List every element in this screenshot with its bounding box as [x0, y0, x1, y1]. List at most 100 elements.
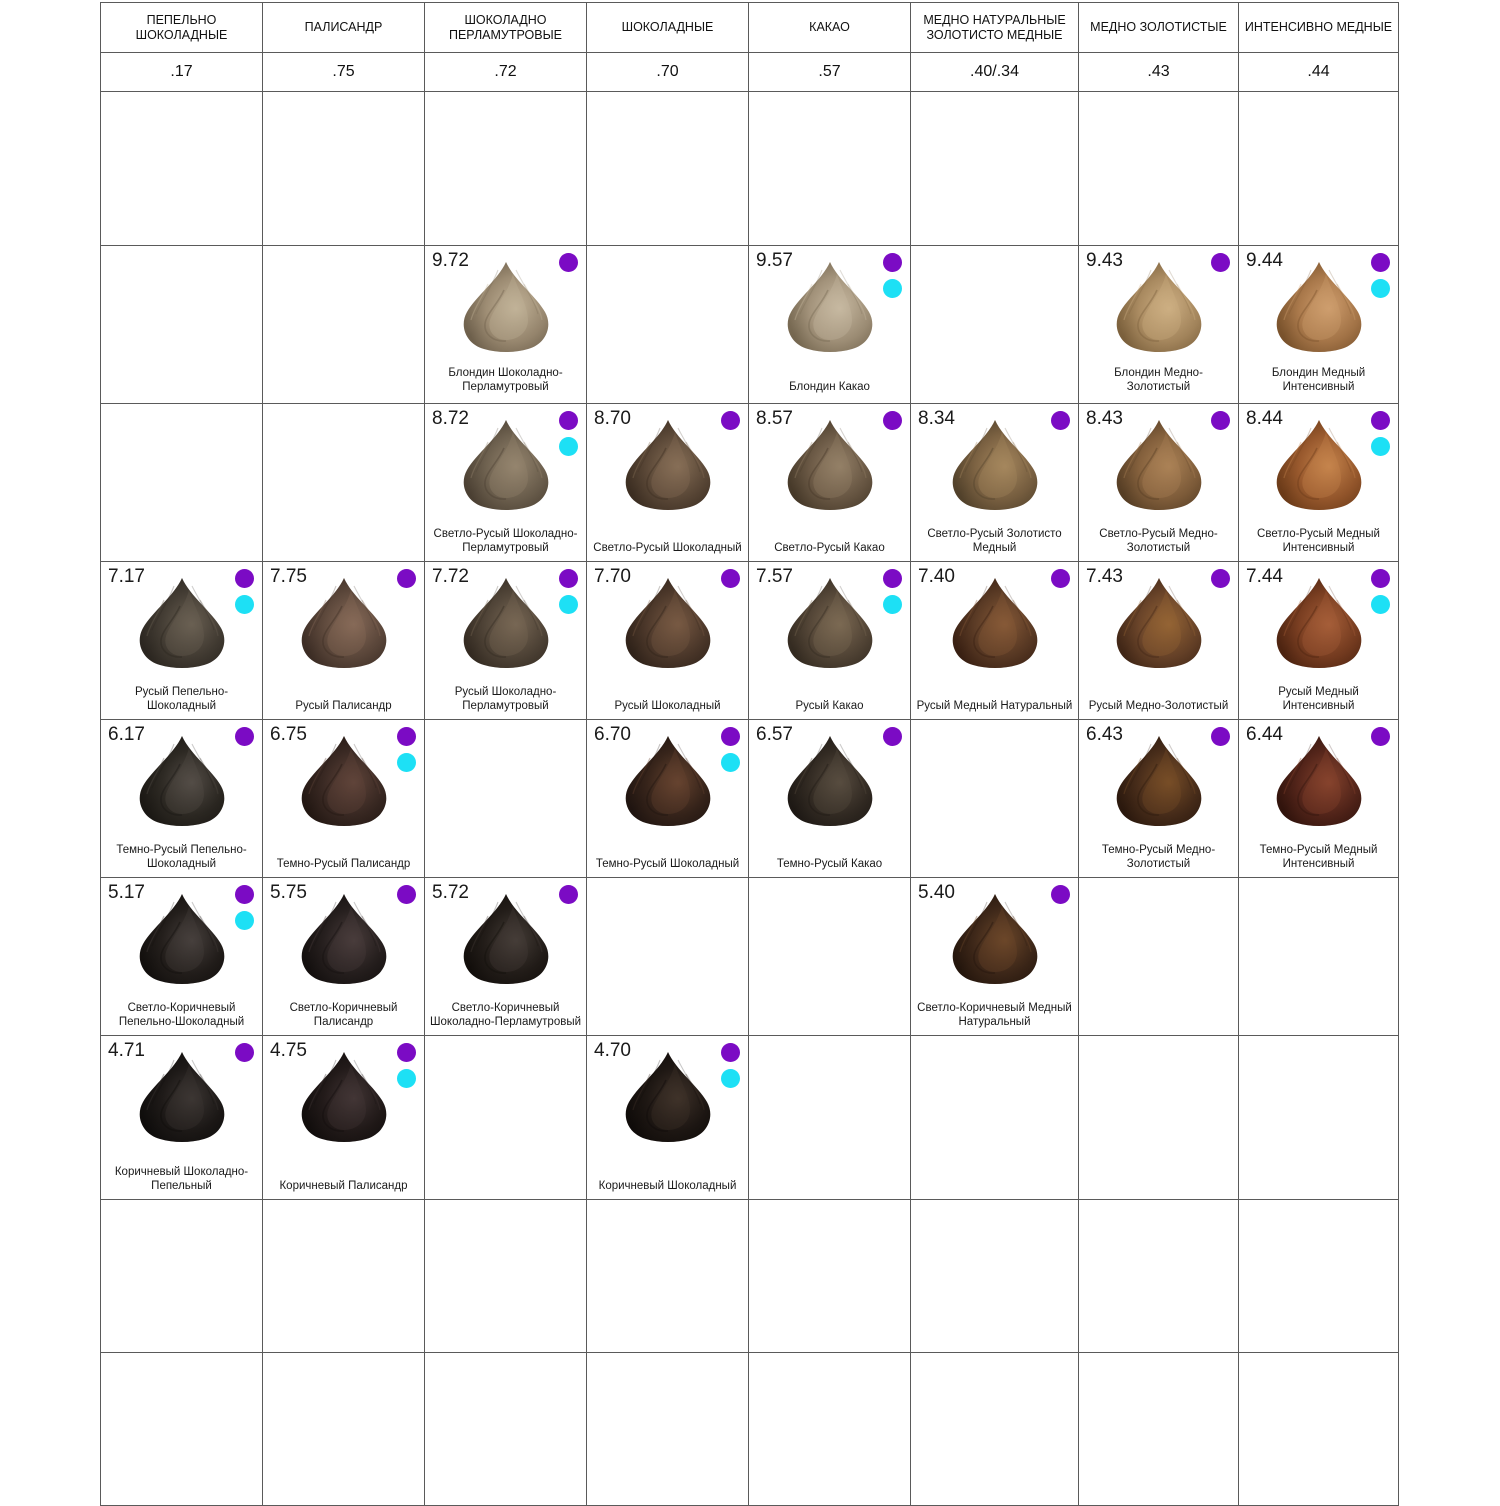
- shade-cell-4.75[interactable]: 4.75 Коричневый: [262, 1035, 425, 1200]
- shade-cell-6.75[interactable]: 6.75 Темно-Русый: [262, 719, 425, 878]
- purple-dot-indicator: [721, 1043, 740, 1062]
- shade-cell-7.75[interactable]: 7.75 Русый Палис: [262, 561, 425, 720]
- hair-swatch-wrap: [263, 892, 424, 984]
- cyan-dot-indicator: [721, 753, 740, 772]
- dot-indicators: [1211, 569, 1230, 588]
- hair-swatch-icon: [134, 576, 230, 668]
- shade-name: Блондин Медно-Золотистый: [1114, 367, 1203, 393]
- shade-cell-9.43[interactable]: 9.43 Блондин Мед: [1078, 245, 1239, 404]
- hair-swatch-wrap: [749, 418, 910, 510]
- shade-cell-8.70[interactable]: 8.70 Светло-Русы: [586, 403, 749, 562]
- hair-swatch-icon: [1271, 576, 1367, 668]
- hair-swatch-wrap: [1239, 576, 1398, 668]
- shade-cell-5.40[interactable]: 5.40 Светло-Кори: [910, 877, 1079, 1036]
- shade-cell-8.34[interactable]: 8.34 Светло-Русы: [910, 403, 1079, 562]
- shade-name: Темно-Русый Пепельно-Шоколадный: [116, 844, 247, 870]
- empty-cell: [262, 91, 425, 246]
- shade-cell-6.70[interactable]: 6.70 Темно-Русый: [586, 719, 749, 878]
- shade-cell-inner: 7.75 Русый Палис: [263, 562, 424, 719]
- empty-cell: [424, 91, 587, 246]
- shade-cell-6.57[interactable]: 6.57 Темно-Русый: [748, 719, 911, 878]
- purple-dot-indicator: [1051, 885, 1070, 904]
- purple-dot-indicator: [235, 885, 254, 904]
- shade-cell-inner: 7.43 Русый Медно: [1079, 562, 1238, 719]
- purple-dot-indicator: [1371, 727, 1390, 746]
- shade-cell-9.44[interactable]: 9.44 Блондин Мед: [1238, 245, 1399, 404]
- purple-dot-indicator: [1211, 569, 1230, 588]
- shade-cell-8.44[interactable]: 8.44 Светло-Русы: [1238, 403, 1399, 562]
- shade-name: Светло-Русый Медно-Золотистый: [1099, 528, 1218, 554]
- purple-dot-indicator: [1211, 411, 1230, 430]
- hair-swatch-wrap: [101, 576, 262, 668]
- shade-code: 5.72: [432, 882, 469, 903]
- shade-cell-5.75[interactable]: 5.75 Светло-Кори: [262, 877, 425, 1036]
- family-header-2: ШОКОЛАДНО ПЕРЛАМУТРОВЫЕ: [424, 2, 587, 53]
- level-row-5: 5.17 Светло-Кори: [100, 877, 1399, 1036]
- empty-cell: [748, 877, 911, 1036]
- shade-cell-7.72[interactable]: 7.72 Русый Шокол: [424, 561, 587, 720]
- dot-indicators: [397, 569, 416, 588]
- shade-cell-7.40[interactable]: 7.40 Русый Медны: [910, 561, 1079, 720]
- empty-cell: [586, 877, 749, 1036]
- shade-code: 9.57: [756, 250, 793, 271]
- shade-cell-inner: 9.72 Блондин Шок: [425, 246, 586, 403]
- hair-swatch-wrap: [749, 734, 910, 826]
- dot-indicators: [559, 411, 578, 456]
- shade-cell-7.17[interactable]: 7.17 Русый Пепел: [100, 561, 263, 720]
- shade-cell-5.72[interactable]: 5.72 Светло-Кори: [424, 877, 587, 1036]
- shade-cell-7.70[interactable]: 7.70 Русый Шокол: [586, 561, 749, 720]
- shade-cell-7.44[interactable]: 7.44 Русый Медны: [1238, 561, 1399, 720]
- shade-code: 6.43: [1086, 724, 1123, 745]
- shade-name: Светло-Коричневый Медный Натуральный: [917, 1002, 1072, 1028]
- shade-cell-6.17[interactable]: 6.17 Темно-Русый: [100, 719, 263, 878]
- shade-cell-inner: 6.70 Темно-Русый: [587, 720, 748, 877]
- dot-indicators: [721, 569, 740, 588]
- empty-cell: [1238, 1035, 1399, 1200]
- hair-swatch-icon: [947, 418, 1043, 510]
- shade-cell-6.43[interactable]: 6.43 Темно-Русый: [1078, 719, 1239, 878]
- purple-dot-indicator: [1051, 569, 1070, 588]
- purple-dot-indicator: [721, 727, 740, 746]
- shade-cell-4.70[interactable]: 4.70 Коричневый: [586, 1035, 749, 1200]
- shade-cell-7.57[interactable]: 7.57 Русый Какао: [748, 561, 911, 720]
- hair-swatch-wrap: [425, 418, 586, 510]
- shade-cell-5.17[interactable]: 5.17 Светло-Кори: [100, 877, 263, 1036]
- level-row-9: 9.72 Блондин Шок: [100, 245, 1399, 404]
- shade-cell-9.72[interactable]: 9.72 Блондин Шок: [424, 245, 587, 404]
- purple-dot-indicator: [1371, 253, 1390, 272]
- dot-indicators: [883, 411, 902, 430]
- hair-swatch-wrap: [263, 734, 424, 826]
- purple-dot-indicator: [397, 727, 416, 746]
- purple-dot-indicator: [1211, 253, 1230, 272]
- purple-dot-indicator: [1371, 411, 1390, 430]
- empty-cell: [1238, 91, 1399, 246]
- shade-cell-8.72[interactable]: 8.72 Светло-Русы: [424, 403, 587, 562]
- dot-indicators: [721, 411, 740, 430]
- shade-code: 8.43: [1086, 408, 1123, 429]
- shade-cell-6.44[interactable]: 6.44 Темно-Русый: [1238, 719, 1399, 878]
- level-row-8: 8.72 Светло-Русы: [100, 403, 1399, 562]
- shade-cell-inner: 8.57 Светло-Русы: [749, 404, 910, 561]
- shade-cell-inner: 9.43 Блондин Мед: [1079, 246, 1238, 403]
- empty-cell: [262, 403, 425, 562]
- dot-indicators: [1371, 727, 1390, 746]
- family-header-7: ИНТЕНСИВНО МЕДНЫЕ: [1238, 2, 1399, 53]
- shade-cell-9.57[interactable]: 9.57 Блондин Как: [748, 245, 911, 404]
- shade-name: Темно-Русый Медный Интенсивный: [1259, 844, 1378, 870]
- purple-dot-indicator: [559, 411, 578, 430]
- shade-cell-inner: 6.44 Темно-Русый: [1239, 720, 1398, 877]
- hair-swatch-icon: [1111, 260, 1207, 352]
- empty-cell: [100, 1199, 263, 1353]
- family-header-4: КАКАО: [748, 2, 911, 53]
- empty-cell: [1238, 1199, 1399, 1353]
- hair-swatch-icon: [782, 734, 878, 826]
- hair-swatch-wrap: [1079, 734, 1238, 826]
- hair-swatch-icon: [1111, 418, 1207, 510]
- shade-cell-7.43[interactable]: 7.43 Русый Медно: [1078, 561, 1239, 720]
- shade-code: 7.40: [918, 566, 955, 587]
- shade-cell-8.57[interactable]: 8.57 Светло-Русы: [748, 403, 911, 562]
- shade-cell-inner: 8.44 Светло-Русы: [1239, 404, 1398, 561]
- family-header-5: МЕДНО НАТУРАЛЬНЫЕ ЗОЛОТИСТО МЕДНЫЕ: [910, 2, 1079, 53]
- shade-cell-4.71[interactable]: 4.71 Коричневый: [100, 1035, 263, 1200]
- shade-cell-8.43[interactable]: 8.43 Светло-Русы: [1078, 403, 1239, 562]
